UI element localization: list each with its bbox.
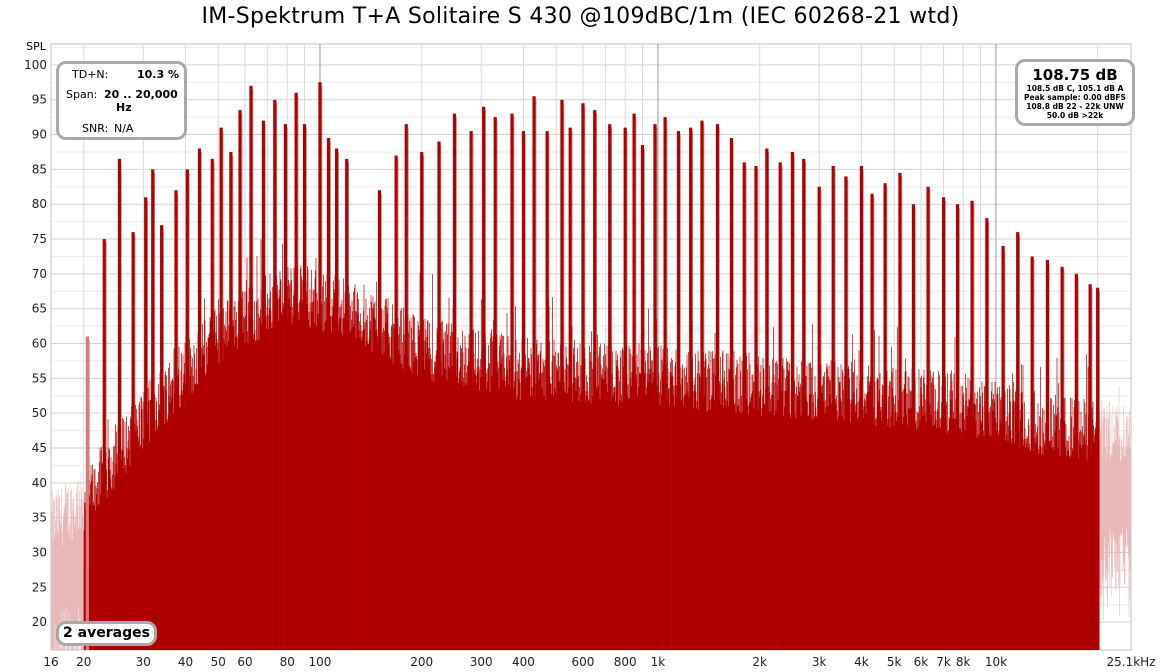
unweighted-level: 108.8 dB 22 - 22k UNW xyxy=(1026,102,1124,111)
y-tick-label: 30 xyxy=(32,545,47,559)
x-tick-label: 600 xyxy=(572,655,595,669)
y-tick-label: 60 xyxy=(32,337,47,351)
x-tick-label: 4k xyxy=(854,655,869,669)
x-tick-label: 80 xyxy=(280,655,295,669)
level-summary-box: 108.75 dB 108.5 dB C, 105.1 dB A Peak sa… xyxy=(1015,59,1135,126)
y-tick-label: 40 xyxy=(32,476,47,490)
x-tick-label: 30 xyxy=(136,655,151,669)
y-tick-label: 55 xyxy=(32,371,47,385)
chart-title: IM-Spektrum T+A Solitaire S 430 @109dBC/… xyxy=(201,4,960,29)
x-tick-label: 50 xyxy=(211,655,226,669)
x-tick-label: 5k xyxy=(887,655,902,669)
x-tick-label: 800 xyxy=(614,655,637,669)
y-axis-label: SPL xyxy=(26,40,47,53)
spectrum-data xyxy=(51,82,1131,650)
x-tick-label: 20 xyxy=(76,655,91,669)
span-unit: Hz xyxy=(116,101,132,114)
x-tick-label: 100 xyxy=(309,655,332,669)
y-tick-label: 50 xyxy=(32,406,47,420)
y-tick-label: 45 xyxy=(32,441,47,455)
y-tick-label: 95 xyxy=(32,93,47,107)
x-tick-label: 200 xyxy=(410,655,433,669)
y-tick-label: 80 xyxy=(32,197,47,211)
x-tick-label: 300 xyxy=(470,655,493,669)
x-tick-label: 16 xyxy=(43,655,58,669)
span-label: Span: xyxy=(66,88,98,101)
y-tick-label: 20 xyxy=(32,615,47,629)
x-tick-label: 3k xyxy=(812,655,827,669)
measurement-info-box: TD+N: 10.3 % Span: 20 .. 20,000 Hz SNR: … xyxy=(56,61,187,140)
x-tick-label: 10k xyxy=(985,655,1007,669)
y-tick-label: 90 xyxy=(32,128,47,142)
tdn-label: TD+N: xyxy=(72,68,109,81)
y-tick-label: 70 xyxy=(32,267,47,281)
tdn-value: 10.3 % xyxy=(137,68,179,81)
span-value: 20 .. 20,000 xyxy=(104,88,178,101)
x-tick-label: 7k xyxy=(936,655,951,669)
y-tick-label: 85 xyxy=(32,162,47,176)
y-tick-label: 100 xyxy=(24,58,47,72)
x-tick-label: 25.1kHz xyxy=(1107,655,1156,669)
x-tick-label: 40 xyxy=(178,655,193,669)
x-tick-label: 6k xyxy=(914,655,929,669)
y-tick-label: 35 xyxy=(32,511,47,525)
snr-value: N/A xyxy=(114,122,134,135)
weighted-levels: 108.5 dB C, 105.1 dB A xyxy=(1026,84,1124,93)
x-tick-label: 400 xyxy=(512,655,535,669)
overall-level: 108.75 dB xyxy=(1032,66,1118,84)
x-tick-label: 8k xyxy=(956,655,971,669)
ultrasonic-level: 50.0 dB >22k xyxy=(1046,111,1104,120)
snr-label: SNR: xyxy=(82,122,109,135)
averages-badge: 2 averages xyxy=(56,621,157,646)
peak-sample: Peak sample: 0.00 dBFS xyxy=(1024,93,1126,102)
axis-labels: 20 25 30 35 40 45 50 55 60 65 70 75 80 85 90 95 100 16 20 3… xyxy=(24,58,1155,669)
y-tick-label: 75 xyxy=(32,232,47,246)
x-tick-label: 60 xyxy=(237,655,252,669)
out-of-band-noise xyxy=(51,386,1131,650)
x-tick-label: 2k xyxy=(752,655,767,669)
y-tick-label: 25 xyxy=(32,580,47,594)
y-tick-label: 65 xyxy=(32,302,47,316)
x-tick-label: 1k xyxy=(651,655,666,669)
